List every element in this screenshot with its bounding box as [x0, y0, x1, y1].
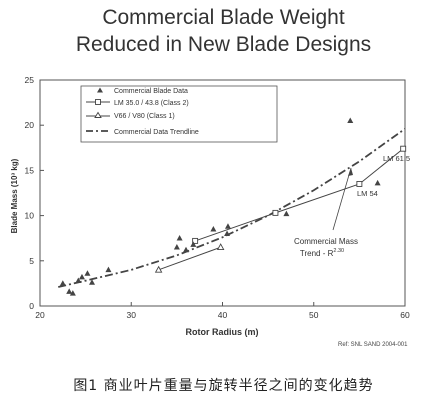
data-point-commercial	[173, 244, 180, 250]
data-point-lm	[356, 181, 363, 187]
annotation-trend-line2: Trend - R2.30	[300, 248, 344, 258]
axis-ticks: 20 30 40 50 60 0 5 10 15 20 25	[25, 75, 410, 320]
data-point-commercial	[283, 210, 290, 217]
data-point-commercial	[78, 273, 85, 280]
legend-marker-vestas	[94, 111, 102, 118]
data-point-commercial	[224, 230, 231, 236]
legend-label-commercial: Commercial Blade Data	[114, 88, 188, 95]
chart-title-line1: Commercial Blade Weight	[102, 6, 345, 29]
data-point-commercial	[176, 235, 183, 241]
legend-marker-lm	[95, 99, 101, 105]
data-point-commercial	[347, 117, 354, 123]
trendline	[58, 128, 406, 288]
annotation-trend-text: Trend - R	[300, 249, 334, 258]
x-tick-label: 50	[309, 310, 319, 320]
chart-title-line2: Reduced in New Blade Designs	[75, 33, 372, 56]
data-point-lm	[400, 145, 407, 152]
x-tick-label: 40	[218, 310, 228, 320]
data-point-vestas	[154, 265, 163, 273]
data-point-commercial	[105, 266, 112, 273]
data-point-commercial	[69, 290, 76, 296]
y-tick-label: 15	[25, 165, 35, 175]
figure-caption: 图1 商业叶片重量与旋转半径之间的变化趋势	[73, 378, 374, 394]
data-point-commercial	[210, 225, 217, 232]
data-point-commercial	[224, 223, 231, 229]
annotation-lm54: LM 54	[357, 189, 378, 198]
y-tick-label: 0	[29, 301, 34, 311]
x-tick-label: 60	[400, 310, 410, 320]
x-tick-label: 30	[127, 310, 137, 320]
legend-label-trend: Commercial Data Trendline	[114, 129, 199, 136]
y-axis-label: Blade Mass (10³ kg)	[10, 158, 19, 233]
data-point-lm	[192, 237, 199, 244]
data-point-commercial	[84, 270, 91, 276]
y-tick-label: 20	[25, 120, 35, 130]
annotation-trend-exponent: 2.30	[333, 248, 344, 254]
data-point-commercial	[66, 288, 73, 294]
data-point-commercial	[183, 246, 189, 253]
y-tick-label: 10	[25, 211, 35, 221]
annotation-trend-line1: Commercial Mass	[294, 237, 358, 246]
legend: Commercial Blade Data LM 35.0 / 43.8 (Cl…	[80, 85, 278, 143]
y-tick-label: 5	[29, 256, 34, 266]
x-tick-label: 20	[35, 310, 45, 320]
reference-note: Ref: SNL SAND 2004-001	[338, 342, 408, 348]
data-point-commercial	[75, 277, 82, 283]
legend-box	[80, 85, 278, 143]
series-line-vestas	[158, 246, 221, 271]
data-point-commercial	[190, 241, 197, 247]
x-axis-label: Rotor Radius (m)	[186, 327, 259, 337]
chart-marks	[58, 117, 407, 296]
legend-marker-commercial	[97, 87, 103, 93]
y-tick-label: 25	[25, 75, 35, 85]
legend-label-vestas: V66 / V80 (Class 1)	[114, 113, 175, 120]
series-line-lm	[194, 148, 404, 242]
annotation-lm615: LM 61.5	[383, 154, 410, 163]
annotation-arrow	[332, 167, 352, 231]
data-point-vestas	[216, 243, 225, 250]
annotation-arrowhead	[348, 168, 353, 176]
data-point-commercial	[59, 280, 66, 286]
legend-label-lm: LM 35.0 / 43.8 (Class 2)	[114, 100, 189, 107]
data-point-commercial	[89, 279, 96, 285]
data-point-lm	[272, 209, 279, 216]
data-point-commercial	[374, 179, 381, 186]
